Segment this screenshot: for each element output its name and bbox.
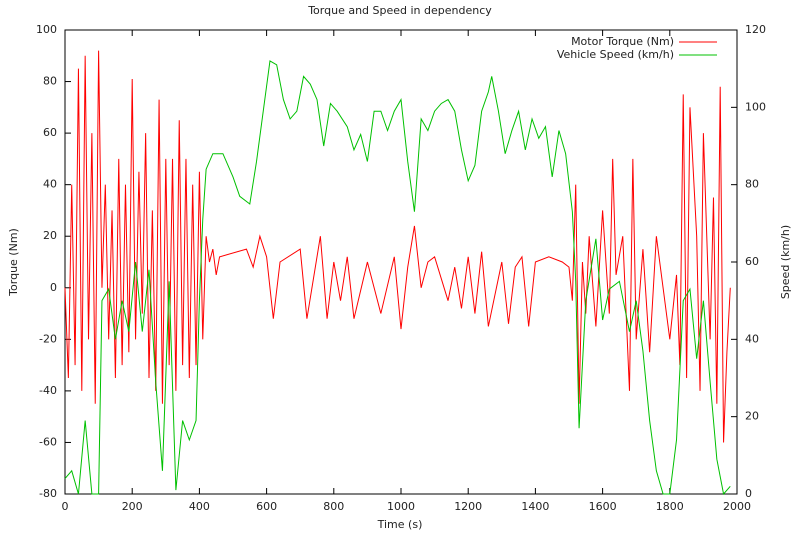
- x-tick-label: 1200: [454, 500, 482, 513]
- y-tick-label: 80: [43, 75, 57, 88]
- legend-label: Vehicle Speed (km/h): [557, 48, 674, 61]
- y2-tick-label: 80: [745, 178, 759, 191]
- y-tick-label: -20: [39, 332, 57, 345]
- y-tick-label: 40: [43, 178, 57, 191]
- chart-title: Torque and Speed in dependency: [307, 4, 492, 17]
- y-tick-label: 0: [50, 281, 57, 294]
- y-tick-label: 100: [36, 23, 57, 36]
- y-tick-label: 60: [43, 126, 57, 139]
- x-tick-label: 200: [122, 500, 143, 513]
- y-tick-label: -80: [39, 487, 57, 500]
- x-tick-label: 600: [256, 500, 277, 513]
- y-tick-label: 20: [43, 229, 57, 242]
- y-axis-label: Torque (Nm): [7, 228, 20, 297]
- y2-tick-label: 40: [745, 332, 759, 345]
- y2-axis-label: Speed (km/h): [779, 225, 792, 299]
- x-tick-label: 1000: [387, 500, 415, 513]
- y2-tick-label: 20: [745, 410, 759, 423]
- x-tick-label: 400: [189, 500, 210, 513]
- x-axis-label: Time (s): [377, 518, 423, 531]
- x-tick-label: 0: [62, 500, 69, 513]
- y2-tick-label: 60: [745, 255, 759, 268]
- x-tick-label: 1800: [656, 500, 684, 513]
- y2-tick-label: 100: [745, 100, 766, 113]
- x-tick-label: 2000: [723, 500, 751, 513]
- y-tick-label: -40: [39, 384, 57, 397]
- data-line: [64, 50, 731, 443]
- x-tick-label: 800: [323, 500, 344, 513]
- x-tick-label: 1600: [589, 500, 617, 513]
- y-tick-label: -60: [39, 435, 57, 448]
- y2-tick-label: 120: [745, 23, 766, 36]
- legend-label: Motor Torque (Nm): [571, 35, 674, 48]
- y2-tick-label: 0: [745, 487, 752, 500]
- x-tick-label: 1400: [521, 500, 549, 513]
- data-line: [64, 60, 731, 496]
